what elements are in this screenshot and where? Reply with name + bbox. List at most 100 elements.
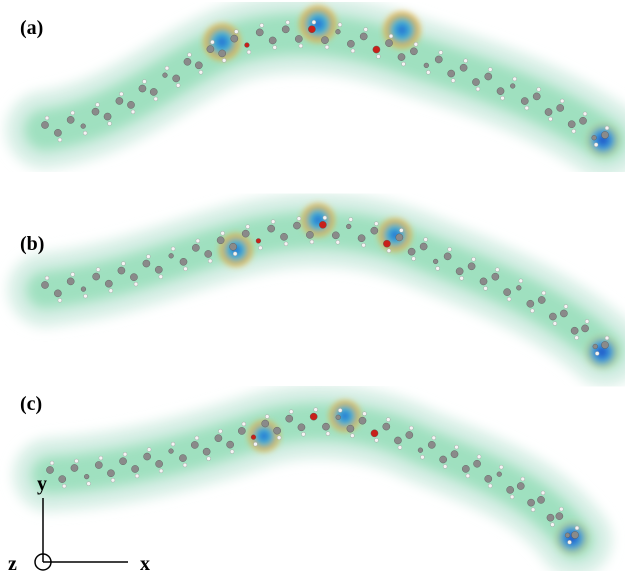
atom xyxy=(412,257,416,261)
atom xyxy=(282,26,289,33)
atom xyxy=(93,273,100,280)
atom xyxy=(537,87,541,91)
atom xyxy=(231,35,238,42)
figure: (a) (b) (c) y z x xyxy=(0,0,625,571)
atom xyxy=(565,533,570,538)
atom xyxy=(408,248,415,255)
atom xyxy=(472,257,476,261)
atom xyxy=(531,508,535,512)
atom xyxy=(297,217,301,221)
atom xyxy=(451,451,458,458)
atom xyxy=(350,434,354,438)
atom xyxy=(517,482,524,489)
atom xyxy=(541,491,545,495)
atom xyxy=(560,310,567,317)
atom xyxy=(448,70,455,77)
atom xyxy=(234,30,238,34)
atom xyxy=(495,268,499,272)
atom xyxy=(54,290,61,297)
atom xyxy=(549,313,556,320)
atom xyxy=(74,459,78,463)
atom xyxy=(208,259,212,263)
atom xyxy=(111,478,115,482)
atom xyxy=(192,244,199,251)
atom xyxy=(238,427,245,434)
atom xyxy=(298,424,305,431)
atom xyxy=(54,129,61,136)
atom xyxy=(62,484,66,488)
atom xyxy=(533,93,540,100)
atom xyxy=(451,79,455,83)
atom xyxy=(269,37,276,44)
atom xyxy=(557,104,564,111)
atom xyxy=(396,234,403,241)
atom xyxy=(513,77,517,81)
atom xyxy=(196,239,200,243)
atom xyxy=(159,469,163,473)
atom xyxy=(92,108,99,115)
atom xyxy=(265,415,269,419)
atom xyxy=(233,252,237,256)
atom xyxy=(435,56,442,63)
atom xyxy=(41,121,48,128)
atom xyxy=(105,280,112,287)
atom xyxy=(50,461,54,465)
atom xyxy=(426,70,430,74)
atom xyxy=(519,279,523,283)
atom xyxy=(406,431,413,438)
atom xyxy=(256,238,261,243)
atom xyxy=(585,319,589,323)
atom xyxy=(359,417,366,424)
atom xyxy=(147,448,151,452)
atom xyxy=(119,458,126,465)
atom xyxy=(398,445,402,449)
atom xyxy=(418,448,423,453)
atom xyxy=(163,73,168,78)
atom xyxy=(108,122,112,126)
atom xyxy=(336,29,341,34)
atom xyxy=(398,53,405,60)
atom xyxy=(215,435,222,442)
atom xyxy=(254,442,258,446)
atom xyxy=(83,131,87,135)
atom xyxy=(319,221,326,228)
panel-label: (c) xyxy=(20,393,42,415)
atom xyxy=(358,235,365,242)
atom xyxy=(364,27,368,31)
atom xyxy=(362,412,366,416)
atom xyxy=(169,253,174,258)
atom xyxy=(371,430,378,437)
atom xyxy=(527,499,534,506)
atom xyxy=(286,415,293,422)
atom xyxy=(139,85,146,92)
atom xyxy=(338,23,342,27)
atom xyxy=(568,540,572,544)
atom xyxy=(530,309,534,313)
atom xyxy=(605,126,609,130)
atom xyxy=(58,298,62,302)
atom xyxy=(95,461,102,468)
atom xyxy=(299,44,303,48)
atom xyxy=(127,101,134,108)
atom xyxy=(306,231,313,238)
atom xyxy=(436,266,440,270)
atom xyxy=(385,40,392,47)
atom xyxy=(571,531,578,538)
atom xyxy=(119,92,123,96)
atom xyxy=(260,23,264,27)
atom xyxy=(246,225,250,229)
axis-label: y xyxy=(37,473,47,495)
atom xyxy=(383,240,390,247)
atom xyxy=(521,97,528,104)
atom xyxy=(104,113,111,120)
atom xyxy=(135,474,139,478)
atom xyxy=(581,325,588,332)
atom xyxy=(84,474,89,479)
atom xyxy=(210,40,214,44)
atom xyxy=(155,266,162,273)
atom xyxy=(516,285,521,290)
atom xyxy=(262,420,269,427)
atom xyxy=(428,441,435,448)
molecules xyxy=(41,4,621,556)
atom xyxy=(83,294,87,298)
